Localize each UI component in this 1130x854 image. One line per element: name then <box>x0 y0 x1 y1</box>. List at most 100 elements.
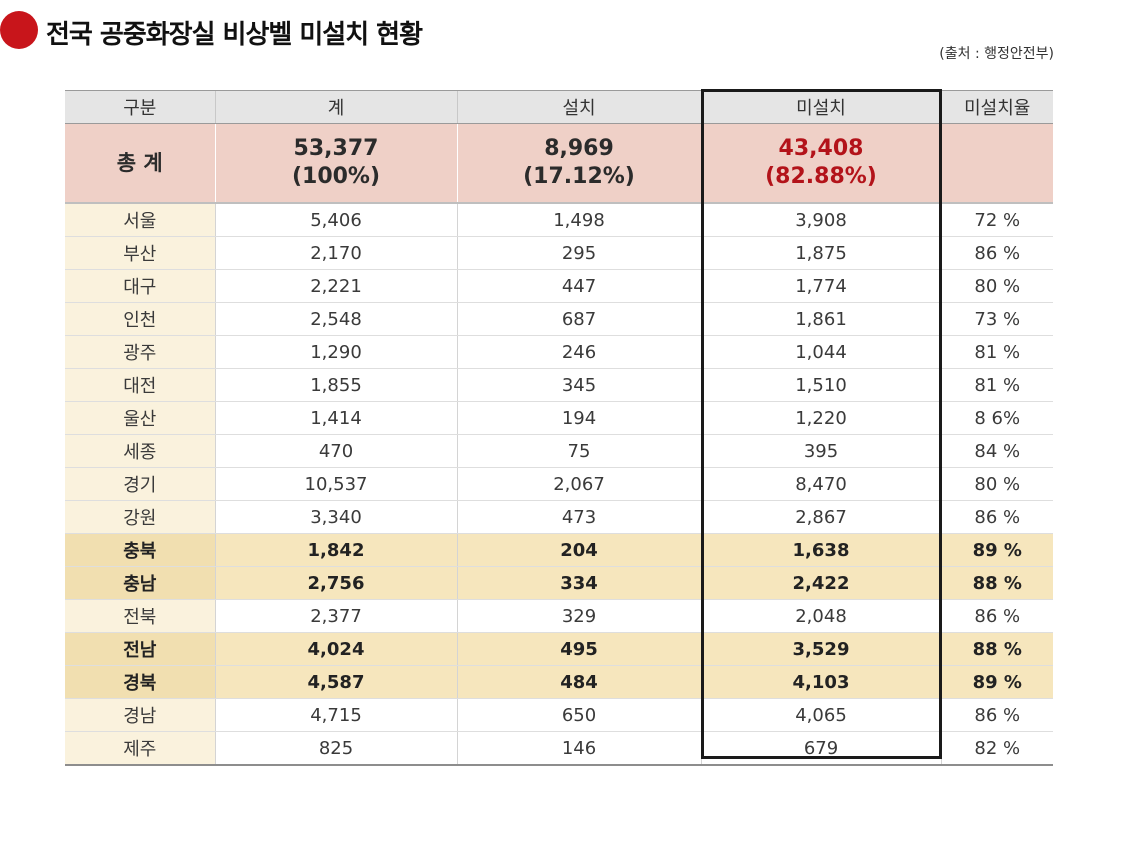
header-total: 계 <box>214 90 457 124</box>
total-cell: 2,756 <box>214 566 457 600</box>
toilet-bell-table: 구분 계 설치 미설치 미설치율 총 계 53,377 (100%) 8,969… <box>65 90 1053 766</box>
missing-rate-cell: 73 % <box>940 302 1053 336</box>
total-cell: 1,290 <box>214 335 457 369</box>
table-header-row: 구분 계 설치 미설치 미설치율 <box>65 90 1053 124</box>
missing-rate-cell: 80 % <box>940 467 1053 501</box>
toilet-bell-table-container: 구분 계 설치 미설치 미설치율 총 계 53,377 (100%) 8,969… <box>65 90 1053 766</box>
installed-cell: 204 <box>456 533 701 567</box>
installed-cell: 650 <box>456 698 701 732</box>
missing-rate-cell: 84 % <box>940 434 1053 468</box>
total-rate-cell <box>940 123 1053 204</box>
missing-rate-cell: 88 % <box>940 632 1053 666</box>
missing-cell: 1,044 <box>700 335 941 369</box>
table-row: 광주 1,290 246 1,044 81 % <box>65 335 1053 369</box>
table-row: 제주 825 146 679 82 % <box>65 731 1053 766</box>
total-installed-value: 8,969 <box>544 136 614 161</box>
installed-cell: 687 <box>456 302 701 336</box>
missing-rate-cell: 86 % <box>940 500 1053 534</box>
total-cell: 4,024 <box>214 632 457 666</box>
missing-rate-cell: 89 % <box>940 533 1053 567</box>
installed-cell: 447 <box>456 269 701 303</box>
total-cell: 470 <box>214 434 457 468</box>
total-installed-percent: (17.12%) <box>523 164 635 189</box>
missing-cell: 2,048 <box>700 599 941 633</box>
missing-cell: 2,422 <box>700 566 941 600</box>
missing-rate-cell: 88 % <box>940 566 1053 600</box>
table-row: 전북 2,377 329 2,048 86 % <box>65 599 1053 633</box>
header-missing: 미설치 <box>700 90 941 124</box>
missing-rate-cell: 86 % <box>940 599 1053 633</box>
missing-rate-cell: 8 6% <box>940 401 1053 435</box>
region-cell: 경북 <box>65 665 215 699</box>
missing-rate-cell: 72 % <box>940 203 1053 237</box>
header-missing-rate: 미설치율 <box>940 90 1053 124</box>
missing-rate-cell: 86 % <box>940 698 1053 732</box>
region-cell: 강원 <box>65 500 215 534</box>
region-cell: 제주 <box>65 731 215 766</box>
table-row: 경북 4,587 484 4,103 89 % <box>65 665 1053 699</box>
installed-cell: 146 <box>456 731 701 766</box>
title-bullet-icon <box>0 11 38 49</box>
region-cell: 서울 <box>65 203 215 237</box>
table-row: 경기 10,537 2,067 8,470 80 % <box>65 467 1053 501</box>
missing-cell: 1,510 <box>700 368 941 402</box>
region-cell: 전북 <box>65 599 215 633</box>
table-row: 인천 2,548 687 1,861 73 % <box>65 302 1053 336</box>
total-cell: 2,548 <box>214 302 457 336</box>
region-cell: 인천 <box>65 302 215 336</box>
missing-cell: 1,774 <box>700 269 941 303</box>
region-cell: 세종 <box>65 434 215 468</box>
installed-cell: 495 <box>456 632 701 666</box>
installed-cell: 334 <box>456 566 701 600</box>
total-missing-cell: 43,408 (82.88%) <box>700 123 941 204</box>
table-row: 경남 4,715 650 4,065 86 % <box>65 698 1053 732</box>
installed-cell: 295 <box>456 236 701 270</box>
total-cell: 5,406 <box>214 203 457 237</box>
region-cell: 광주 <box>65 335 215 369</box>
installed-cell: 194 <box>456 401 701 435</box>
missing-rate-cell: 81 % <box>940 368 1053 402</box>
total-cell: 1,842 <box>214 533 457 567</box>
missing-cell: 4,103 <box>700 665 941 699</box>
missing-rate-cell: 89 % <box>940 665 1053 699</box>
missing-cell: 1,638 <box>700 533 941 567</box>
source-note: (출처 : 행정안전부) <box>939 46 1054 62</box>
missing-cell: 3,908 <box>700 203 941 237</box>
missing-cell: 1,220 <box>700 401 941 435</box>
total-count-value: 53,377 <box>293 136 379 161</box>
region-cell: 울산 <box>65 401 215 435</box>
region-cell: 부산 <box>65 236 215 270</box>
total-missing-value: 43,408 <box>778 136 864 161</box>
missing-cell: 1,861 <box>700 302 941 336</box>
table-row: 강원 3,340 473 2,867 86 % <box>65 500 1053 534</box>
total-cell: 3,340 <box>214 500 457 534</box>
missing-rate-cell: 81 % <box>940 335 1053 369</box>
total-cell: 1,855 <box>214 368 457 402</box>
total-cell: 1,414 <box>214 401 457 435</box>
region-cell: 전남 <box>65 632 215 666</box>
missing-cell: 395 <box>700 434 941 468</box>
missing-cell: 4,065 <box>700 698 941 732</box>
table-row: 대구 2,221 447 1,774 80 % <box>65 269 1053 303</box>
total-count-cell: 53,377 (100%) <box>214 123 457 204</box>
page-title: 전국 공중화장실 비상벨 미설치 현황 <box>46 20 423 50</box>
total-cell: 2,170 <box>214 236 457 270</box>
installed-cell: 473 <box>456 500 701 534</box>
total-cell: 4,587 <box>214 665 457 699</box>
table-row: 세종 470 75 395 84 % <box>65 434 1053 468</box>
header-installed: 설치 <box>456 90 701 124</box>
missing-cell: 3,529 <box>700 632 941 666</box>
table-row: 충북 1,842 204 1,638 89 % <box>65 533 1053 567</box>
total-installed-cell: 8,969 (17.12%) <box>456 123 701 204</box>
table-row: 부산 2,170 295 1,875 86 % <box>65 236 1053 270</box>
header-category: 구분 <box>65 90 215 124</box>
total-label: 총 계 <box>65 123 215 204</box>
table-row: 충남 2,756 334 2,422 88 % <box>65 566 1053 600</box>
region-cell: 경남 <box>65 698 215 732</box>
total-cell: 2,377 <box>214 599 457 633</box>
region-cell: 충북 <box>65 533 215 567</box>
missing-cell: 8,470 <box>700 467 941 501</box>
table-row: 전남 4,024 495 3,529 88 % <box>65 632 1053 666</box>
total-cell: 10,537 <box>214 467 457 501</box>
total-cell: 825 <box>214 731 457 766</box>
